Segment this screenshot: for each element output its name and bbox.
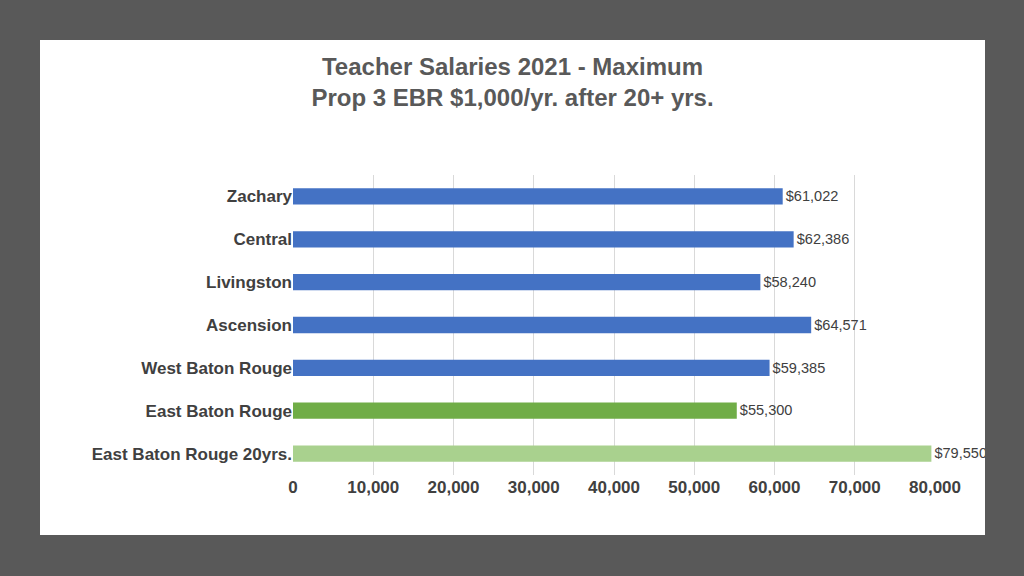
svg-text:$62,386: $62,386 (797, 231, 850, 247)
svg-text:70,000: 70,000 (829, 478, 881, 497)
svg-text:East Baton Rouge 20yrs.: East Baton Rouge 20yrs. (92, 445, 292, 464)
svg-text:80,000: 80,000 (909, 478, 961, 497)
svg-text:40,000: 40,000 (588, 478, 640, 497)
svg-text:Teacher Salaries 2021 - Maximu: Teacher Salaries 2021 - MaximumProp 3 EB… (311, 53, 713, 111)
svg-text:0: 0 (288, 478, 297, 497)
svg-text:Zachary: Zachary (227, 187, 293, 206)
svg-text:East Baton Rouge: East Baton Rouge (146, 402, 292, 421)
svg-text:30,000: 30,000 (508, 478, 560, 497)
svg-text:$58,240: $58,240 (763, 274, 816, 290)
svg-text:20,000: 20,000 (428, 478, 480, 497)
svg-text:Ascension: Ascension (206, 316, 292, 335)
svg-text:$59,385: $59,385 (773, 360, 826, 376)
svg-text:$64,571: $64,571 (814, 317, 867, 333)
svg-text:West Baton Rouge: West Baton Rouge (141, 359, 292, 378)
svg-text:$55,300: $55,300 (740, 402, 793, 418)
svg-text:60,000: 60,000 (749, 478, 801, 497)
svg-text:50,000: 50,000 (668, 478, 720, 497)
svg-text:$79,550: $79,550 (934, 445, 985, 461)
svg-text:Livingston: Livingston (206, 273, 292, 292)
svg-text:$61,022: $61,022 (786, 188, 839, 204)
svg-text:Central: Central (233, 230, 292, 249)
svg-text:10,000: 10,000 (347, 478, 399, 497)
